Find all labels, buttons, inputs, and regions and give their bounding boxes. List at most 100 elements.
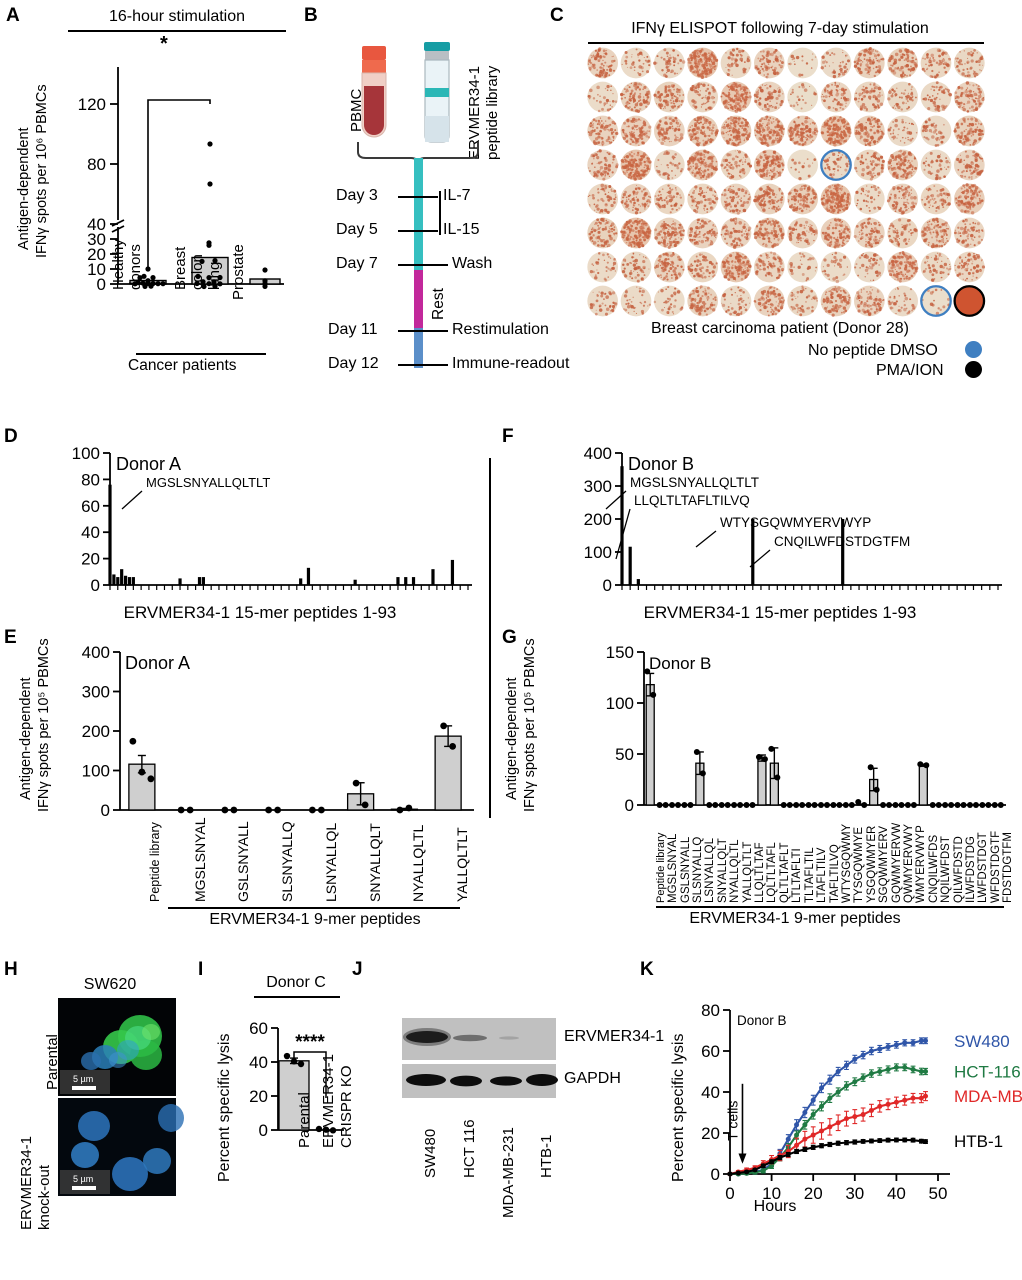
panel-a-letter: A xyxy=(6,5,20,26)
panel-g-letter: G xyxy=(502,627,517,648)
timeline-stim-phase xyxy=(414,158,423,270)
panel-a-title: 16-hour stimulation xyxy=(108,8,246,25)
panel-k-letter: K xyxy=(640,959,654,980)
panel-g-xtick-label: QLTLTAFLT xyxy=(778,842,791,904)
panel-c-caption: Breast carcinoma patient (Donor 28) xyxy=(651,320,909,337)
panel-e-xtick-label: LSNYALLQL xyxy=(322,822,339,902)
panel-g-xtick-label: SLSNYALLQ xyxy=(691,836,704,903)
panel-h-row-label-ko-line1: ERVMER34-1 xyxy=(18,1136,35,1230)
peptide-vial-icon xyxy=(424,42,450,143)
panel-e-letter: E xyxy=(4,627,17,648)
timeline-tick-4 xyxy=(398,364,448,366)
panel-e-xtick-label: NYALLQLTL xyxy=(410,824,427,902)
panel-d-letter: D xyxy=(4,426,18,447)
panel-g-xtick-label: LTAFLTILV xyxy=(816,847,829,903)
svg-text:0: 0 xyxy=(97,275,106,294)
panel-f-xlabel: ERVMER34-1 15-mer peptides 1-93 xyxy=(643,603,917,622)
panel-e-xtick-label: SLSNYALLQ xyxy=(279,821,296,902)
timeline-tick-0 xyxy=(398,196,438,198)
panel-j-lane-0: SW480 xyxy=(422,1128,439,1178)
svg-text:120: 120 xyxy=(78,95,106,114)
panel-i-donor: Donor C xyxy=(266,974,326,991)
panel-g-xtick-label: ILWFDSTDG xyxy=(965,836,978,903)
panel-g-xtick-label: YALLQLTLT xyxy=(741,841,754,903)
panel-c-legend-1-label: PMA/ION xyxy=(876,362,944,379)
svg-text:40: 40 xyxy=(87,215,106,234)
timeline-event-0: IL-7 xyxy=(443,187,471,204)
svg-text:80: 80 xyxy=(87,155,106,174)
panel-a-group-rule xyxy=(136,353,266,355)
timeline-readout-phase xyxy=(414,328,423,368)
panel-f: F 0 100 200 300 400 Donor B MGSLSNYALLQLTLT LLQ… xyxy=(490,425,1022,640)
no-peptide-dmso-swatch-icon xyxy=(965,341,982,358)
cat-line: Parental xyxy=(296,1092,313,1148)
panel-g-xtick-label: LWFDSTDGT xyxy=(977,832,990,903)
panel-g-group-bracket xyxy=(917,906,1004,908)
timeline-tick-3 xyxy=(398,330,448,332)
cat-line: Prostate xyxy=(230,244,247,300)
timeline-event-2: Wash xyxy=(452,255,493,272)
panel-g-xtick-label: TYSGQWMYE xyxy=(853,826,866,903)
panel-g-group-bracket xyxy=(743,906,831,908)
panel-j-blot-0-name: ERVMER34-1 xyxy=(564,1028,665,1045)
panel-e-xtick-label: Peptide library xyxy=(147,822,162,902)
svg-text:20: 20 xyxy=(87,245,106,264)
panel-g-xtick-label: WTYSGQWMY xyxy=(840,823,853,903)
panel-g-xtick-label: QILWFDSTD xyxy=(952,836,965,903)
cat-line: Healthy xyxy=(110,239,127,290)
pbmc-tube-icon xyxy=(361,46,387,138)
panel-i-letter: I xyxy=(198,959,204,980)
panel-b-letter: B xyxy=(304,5,318,26)
pbmc-label: PBMC xyxy=(348,88,365,132)
panel-j: J ERVMER34-1 GAPDH SW480 HCT 116 MDA-MB-… xyxy=(350,930,664,1280)
cat-line: donors xyxy=(127,244,144,290)
panel-e-xtick-label: MGSLSNYAL xyxy=(191,817,208,902)
panel-g-xtick-label: LQLTLTAFL xyxy=(766,842,779,903)
panel-c-title-rule xyxy=(588,42,984,44)
panel-c-title: IFNγ ELISPOT following 7-day stimulation xyxy=(631,20,929,37)
panel-a-title-rule xyxy=(68,30,286,32)
panel-i: I Donor C Percent specific lysis 0 20 40 60… xyxy=(196,930,356,1280)
column-separator xyxy=(489,458,491,818)
panel-e-xtick-label: SNYALLQLT xyxy=(366,823,383,902)
panel-h-letter: H xyxy=(4,959,18,980)
panel-c-legend-0-label: No peptide DMSO xyxy=(808,342,938,359)
panel-d-xlabel: ERVMER34-1 15-mer peptides 1-93 xyxy=(123,603,397,622)
panel-g-group-bracket xyxy=(656,906,744,908)
panel-h-row-label-ko-line2: knock-out xyxy=(36,1164,53,1230)
panel-e: E 0 100 200 300 400 Donor A Peptide library MG… xyxy=(0,627,490,930)
panel-j-lane-2: MDA-MB-231 xyxy=(500,1127,517,1218)
micrograph-knockout: 5 µm xyxy=(58,1098,184,1196)
panel-g-xtick-label: QWMYERVWY xyxy=(902,823,915,903)
elispot-plate xyxy=(587,47,986,317)
timeline-rest-phase xyxy=(414,270,423,328)
panel-d: D 0 20 40 60 80 100 Donor A MGSLSNYALLQLTLT ERV… xyxy=(0,425,490,640)
panel-i-ylabel: Percent specific lysis xyxy=(216,1033,233,1183)
panel-h-title: SW620 xyxy=(83,976,137,993)
timeline-tick-2 xyxy=(398,264,448,266)
timeline-event-4: Immune-readout xyxy=(452,355,570,372)
panel-g-xtick-label: GSLSNYALL xyxy=(679,836,692,903)
svg-text:10: 10 xyxy=(87,260,106,279)
panel-a-group-label: Cancer patients xyxy=(128,357,237,374)
panel-e-group-rule xyxy=(168,907,460,909)
panel-g-xtick-label: FDSTDGTFM xyxy=(1002,832,1015,903)
panel-g-xtick-label: LLQLTLTAF xyxy=(754,842,767,903)
panel-j-letter: J xyxy=(352,959,363,980)
western-blot-gapdh xyxy=(402,1064,558,1098)
panel-g-xtick-label: CNQILWFDS xyxy=(927,834,940,903)
panel-g-xtick-label: TLTAFLTIL xyxy=(803,847,816,903)
panel-g-xtick-label: LSNYALLQL xyxy=(704,838,717,903)
panel-k-xlabel: Hours xyxy=(753,1198,797,1215)
panel-g-xtick-label: TAFLTILVQ xyxy=(828,844,841,903)
panel-j-lane-1: HCT 116 xyxy=(461,1119,478,1178)
panel-g: G 0 50 100 150 Donor B Peptide library MGSLSN… xyxy=(490,627,1022,930)
panel-h: H SW620 Parental ERVMER34-1 knock-out 5 … xyxy=(0,930,200,1280)
western-blot-ervmer34-1 xyxy=(402,1018,556,1060)
panel-g-xtick-label: SGQWMYERV xyxy=(878,825,891,903)
pma-ion-swatch-icon xyxy=(965,361,982,378)
panel-e-xtick-label: YALLQLTLT xyxy=(454,827,471,902)
